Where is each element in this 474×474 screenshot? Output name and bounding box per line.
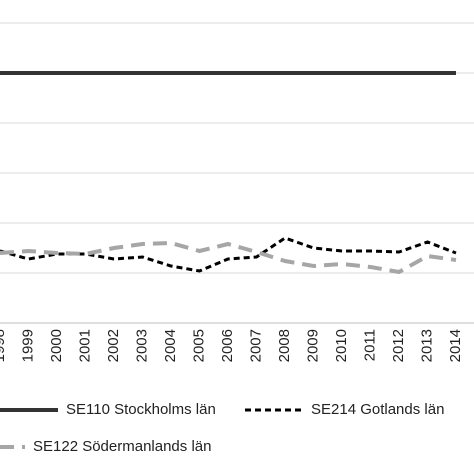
x-tick-label: 2006 <box>219 329 236 362</box>
series-line <box>0 236 457 273</box>
x-tick-label: 2003 <box>133 329 150 362</box>
legend-label: SE110 Stockholms län <box>66 401 216 418</box>
x-tick-label: 2004 <box>162 329 179 362</box>
x-tick-label: 2002 <box>105 329 122 362</box>
x-tick-label: 1998 <box>0 329 8 362</box>
x-tick-label: 2009 <box>304 329 321 362</box>
series-line <box>0 240 457 275</box>
x-tick-label: 2014 <box>447 329 464 362</box>
x-tick-label: 2011 <box>361 329 378 361</box>
x-tick-label: 2001 <box>76 329 93 362</box>
x-tick-label: 2008 <box>276 329 293 362</box>
x-tick-label: 2007 <box>247 329 264 362</box>
x-tick-label: 2005 <box>190 329 207 362</box>
x-tick-label: 2000 <box>48 329 65 362</box>
x-tick-label: 2013 <box>418 329 435 362</box>
x-tick-label: 2010 <box>333 329 350 362</box>
legend-label: SE214 Gotlands län <box>311 401 444 418</box>
x-tick-label: 2012 <box>390 329 407 362</box>
legend-label: SE122 Södermanlands län <box>33 438 211 455</box>
x-tick-label: 1999 <box>19 329 36 362</box>
